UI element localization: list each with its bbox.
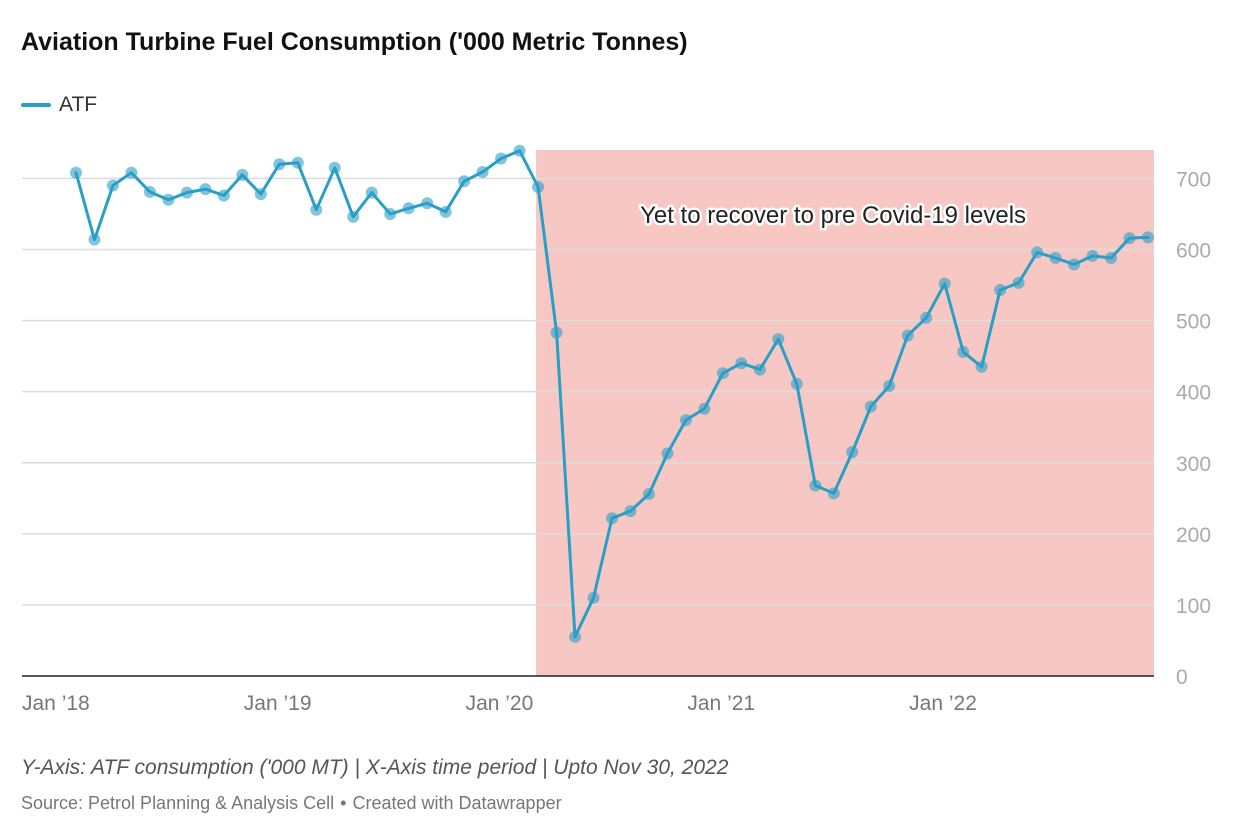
source-line: Source: Petrol Planning & Analysis Cell •…: [21, 793, 562, 814]
data-point: [1086, 249, 1099, 262]
legend-label: ATF: [59, 93, 98, 116]
annotation-text: Yet to recover to pre Covid-19 levels: [640, 202, 1026, 229]
y-tick-label: 500: [1176, 311, 1211, 334]
x-tick-label: Jan ’18: [22, 692, 90, 715]
highlight-rect: [536, 150, 1154, 676]
data-point: [827, 487, 840, 500]
data-point: [106, 179, 119, 192]
axis-notes: Y-Axis: ATF consumption ('000 MT) | X-Ax…: [21, 756, 729, 779]
data-point: [624, 505, 637, 518]
data-point: [347, 210, 360, 223]
data-point: [328, 161, 341, 174]
data-point: [661, 447, 674, 460]
data-point: [994, 284, 1007, 297]
atf-points: [70, 144, 1154, 643]
legend: ATF: [21, 92, 97, 118]
gridlines: [22, 177, 1154, 677]
data-point: [679, 414, 692, 427]
y-tick-label: 400: [1176, 382, 1211, 405]
data-point: [70, 166, 82, 179]
data-point: [254, 188, 267, 201]
data-point: [883, 379, 896, 392]
data-point: [550, 326, 563, 339]
data-point: [458, 175, 471, 188]
x-tick-label: Jan ’20: [466, 692, 534, 715]
data-point: [1012, 276, 1025, 289]
data-point: [291, 156, 304, 169]
x-tick-label: Jan ’22: [909, 692, 977, 715]
y-tick-label: 300: [1176, 453, 1211, 476]
y-tick-label: 600: [1176, 240, 1211, 263]
data-point: [1068, 258, 1081, 271]
y-tick-label: 0: [1176, 666, 1188, 689]
data-point: [162, 193, 175, 206]
data-point: [901, 329, 914, 342]
data-point: [1142, 231, 1154, 244]
data-point: [365, 186, 378, 199]
data-point: [88, 233, 101, 246]
data-point: [199, 183, 212, 196]
data-point: [476, 166, 489, 179]
data-point: [310, 203, 323, 216]
data-point: [495, 152, 508, 165]
data-point: [1105, 252, 1118, 265]
data-point: [957, 345, 970, 358]
data-point: [864, 400, 877, 413]
data-point: [273, 158, 286, 171]
y-axis-tick-labels: 0 100 200 300 400 500 600 700: [1176, 168, 1211, 689]
data-point: [236, 168, 249, 181]
data-point: [1049, 252, 1062, 265]
data-point: [606, 512, 618, 525]
data-point: [217, 189, 230, 202]
y-tick-label: 100: [1176, 595, 1211, 618]
data-point: [384, 207, 397, 220]
data-point: [587, 591, 600, 604]
data-point: [569, 630, 582, 643]
data-point: [642, 488, 655, 501]
data-point: [846, 446, 859, 459]
data-point: [975, 360, 988, 373]
data-point: [809, 479, 822, 492]
data-point: [772, 333, 785, 346]
data-point: [920, 311, 933, 324]
data-point: [790, 377, 803, 390]
data-point: [1031, 246, 1044, 259]
x-axis-tick-labels: Jan ’18 Jan ’19 Jan ’20 Jan ’21 Jan ’22: [22, 692, 977, 715]
credit-link[interactable]: Created with Datawrapper: [352, 793, 562, 813]
data-point: [180, 186, 193, 199]
data-point: [513, 144, 526, 157]
chart-title: Aviation Turbine Fuel Consumption ('000 …: [21, 28, 688, 56]
data-point: [402, 202, 415, 215]
data-point: [753, 363, 766, 376]
data-point: [532, 180, 545, 193]
data-point: [439, 205, 452, 218]
data-point: [125, 166, 138, 179]
data-point: [143, 185, 156, 198]
data-point: [716, 367, 729, 380]
y-tick-label: 200: [1176, 524, 1211, 547]
annotation-text-halo: Yet to recover to pre Covid-19 levels: [640, 202, 1026, 229]
data-point: [421, 197, 434, 210]
data-point: [1123, 232, 1136, 245]
source-separator: •: [340, 793, 347, 813]
data-point: [735, 357, 748, 370]
x-tick-label: Jan ’19: [244, 692, 312, 715]
covid-highlight-region: [536, 150, 1154, 676]
source-text: Source: Petrol Planning & Analysis Cell: [21, 793, 335, 813]
data-point: [698, 402, 711, 415]
annotations: Yet to recover to pre Covid-19 levelsYet…: [638, 200, 1029, 232]
x-tick-label: Jan ’21: [687, 692, 755, 715]
data-point: [938, 277, 951, 290]
y-tick-label: 700: [1176, 168, 1211, 191]
legend-swatch: [21, 103, 51, 107]
